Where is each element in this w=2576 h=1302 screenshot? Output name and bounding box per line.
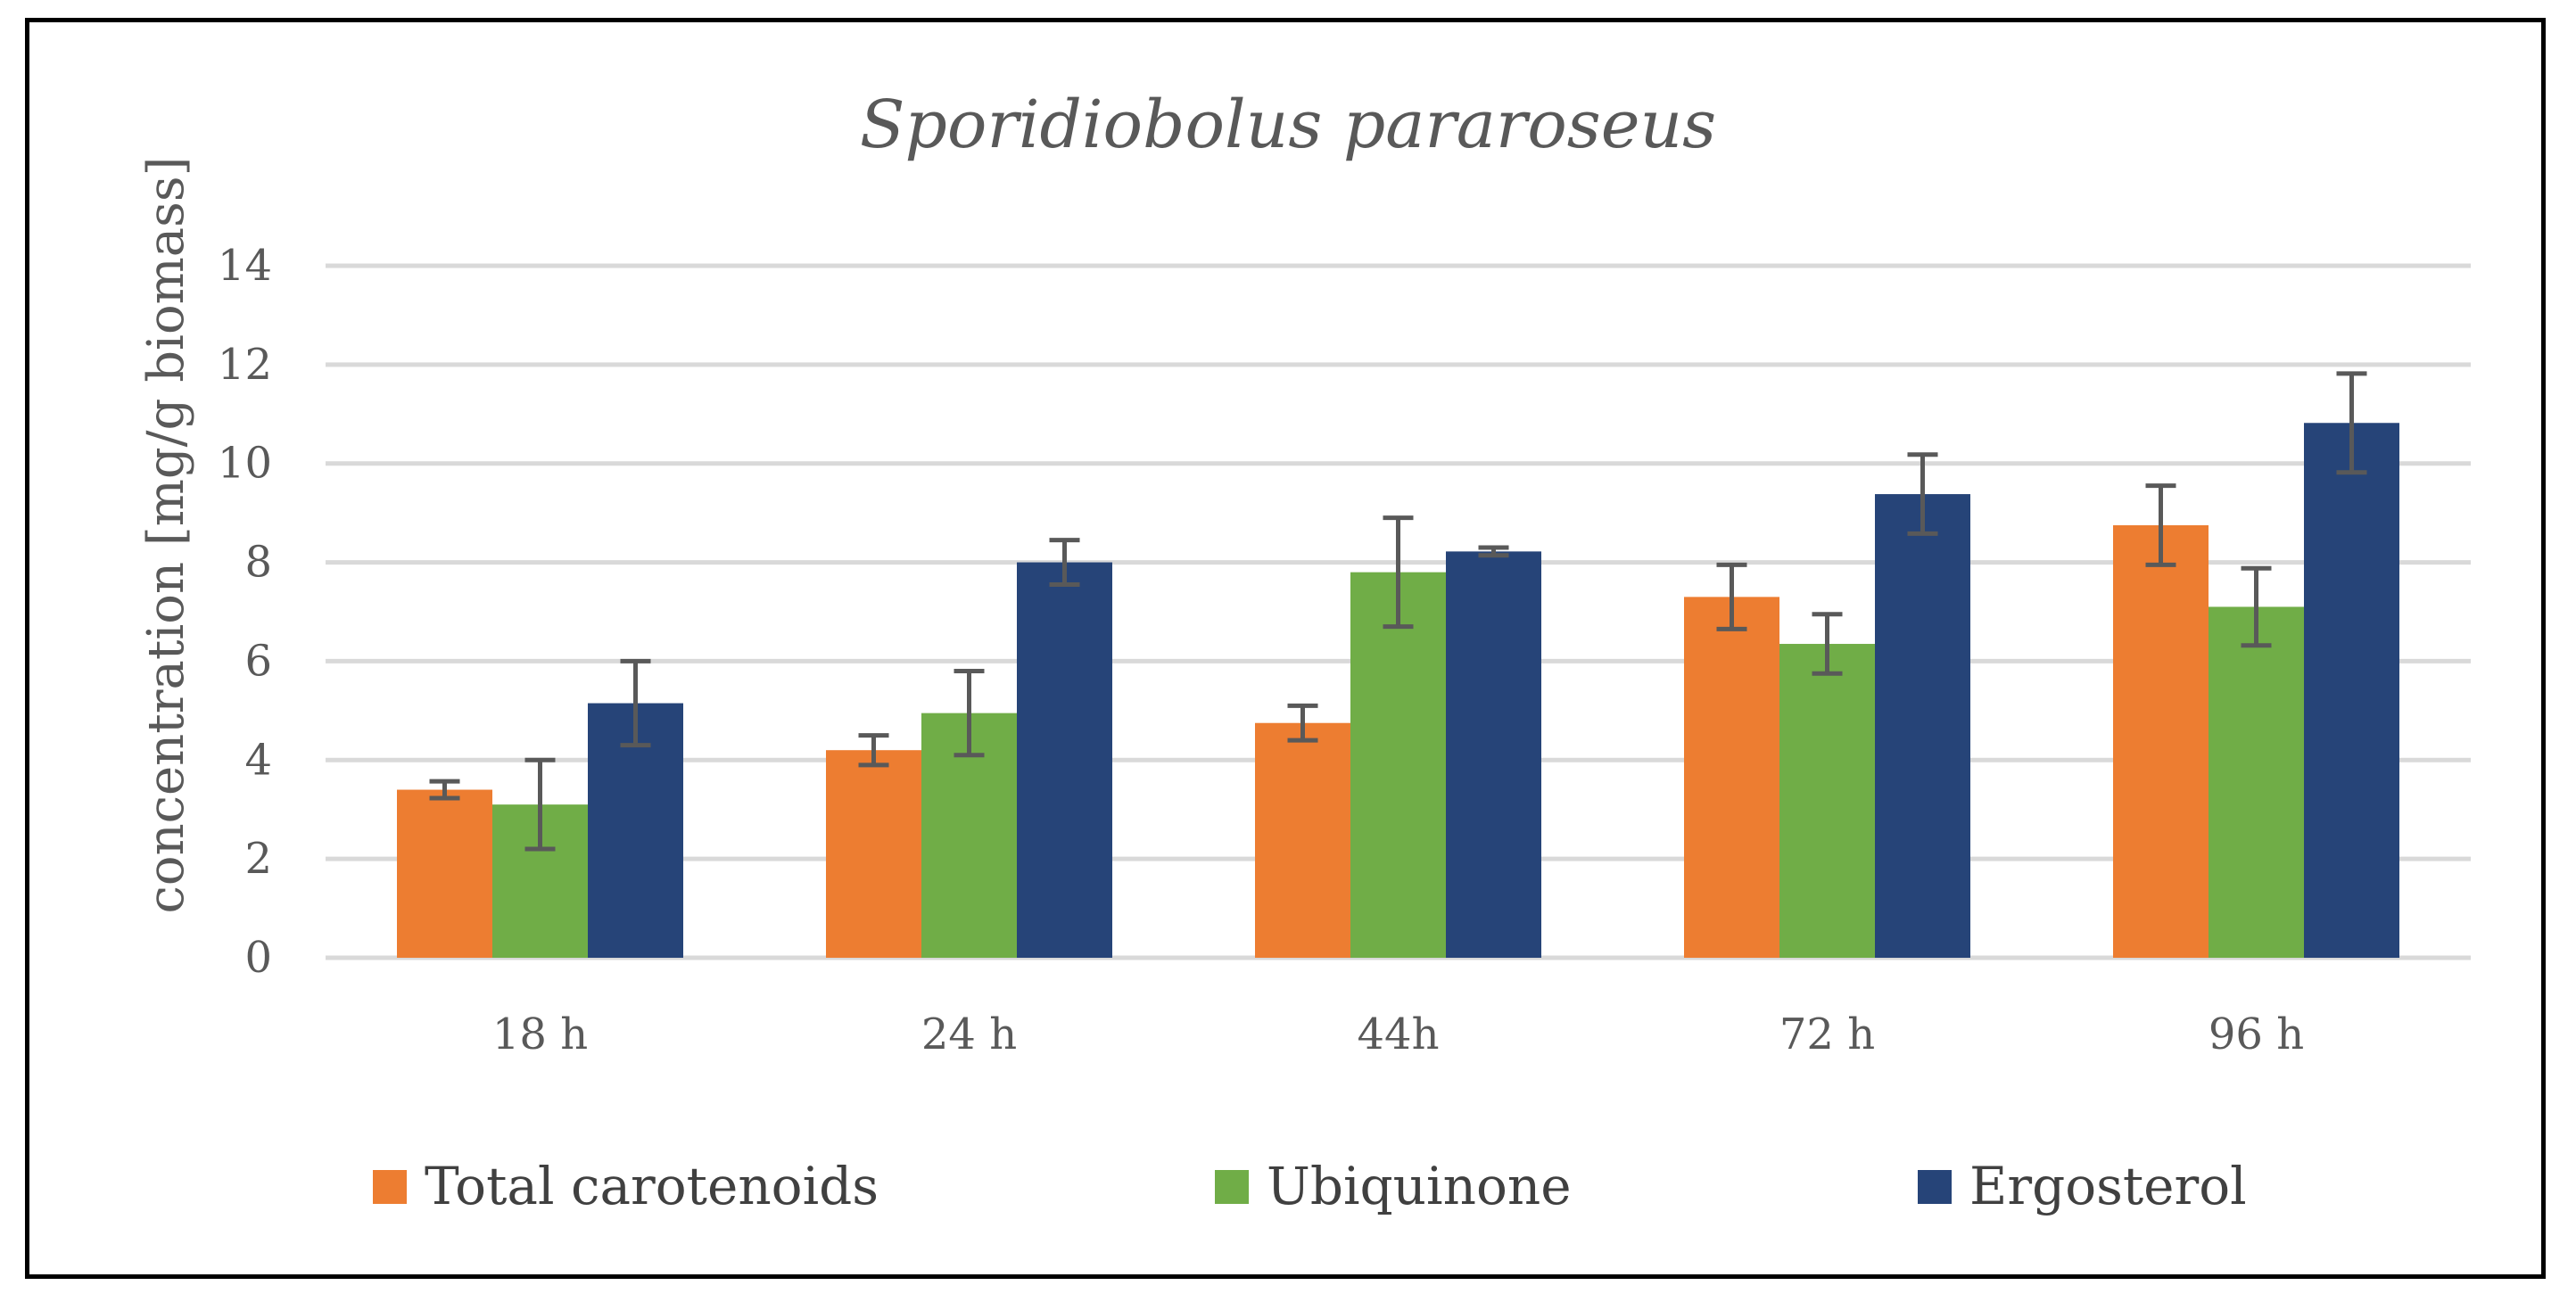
legend-label: Ergosterol — [1969, 1156, 2247, 1216]
bar — [1350, 572, 1446, 958]
bar — [826, 750, 921, 958]
x-tick-label: 96 h — [2209, 1009, 2304, 1059]
legend-swatch — [1918, 1170, 1952, 1204]
bar — [1017, 562, 1112, 958]
bar — [2304, 423, 2399, 959]
y-tick-label: 14 — [218, 241, 272, 291]
bar — [2113, 525, 2209, 958]
legend: Total carotenoids Ubiquinone Ergosterol — [373, 1156, 2247, 1216]
bar — [2209, 606, 2304, 958]
bar — [1446, 551, 1541, 958]
legend-swatch — [373, 1170, 407, 1204]
y-axis-label: concentration [mg/g biomass] — [137, 157, 195, 914]
y-tick-label: 2 — [244, 834, 272, 884]
legend-label: Ubiquinone — [1267, 1156, 1572, 1216]
x-tick-label: 24 h — [921, 1009, 1017, 1059]
y-tick-label: 8 — [244, 538, 272, 588]
bar — [1684, 597, 1779, 958]
bar — [1779, 644, 1875, 958]
bar — [397, 789, 492, 958]
x-tick-label: 18 h — [492, 1009, 588, 1059]
y-tick-label: 12 — [218, 340, 272, 390]
x-axis-ticks: 18 h 24 h 44h 72 h 96 h — [492, 1009, 2304, 1059]
chart-title: Sporidiobolus pararoseus — [860, 87, 1716, 163]
y-tick-label: 0 — [244, 933, 272, 983]
bar — [1255, 722, 1350, 958]
bar — [1875, 494, 1970, 958]
bars — [397, 423, 2399, 959]
legend-swatch — [1215, 1170, 1249, 1204]
x-tick-label: 72 h — [1779, 1009, 1875, 1059]
x-tick-label: 44h — [1358, 1009, 1440, 1059]
y-axis-ticks: 0 2 4 6 8 10 12 14 — [218, 241, 272, 983]
y-tick-label: 6 — [244, 636, 272, 686]
error-bars — [429, 371, 2367, 852]
y-tick-label: 10 — [218, 439, 272, 489]
legend-label: Total carotenoids — [425, 1156, 879, 1216]
y-tick-label: 4 — [244, 735, 272, 785]
